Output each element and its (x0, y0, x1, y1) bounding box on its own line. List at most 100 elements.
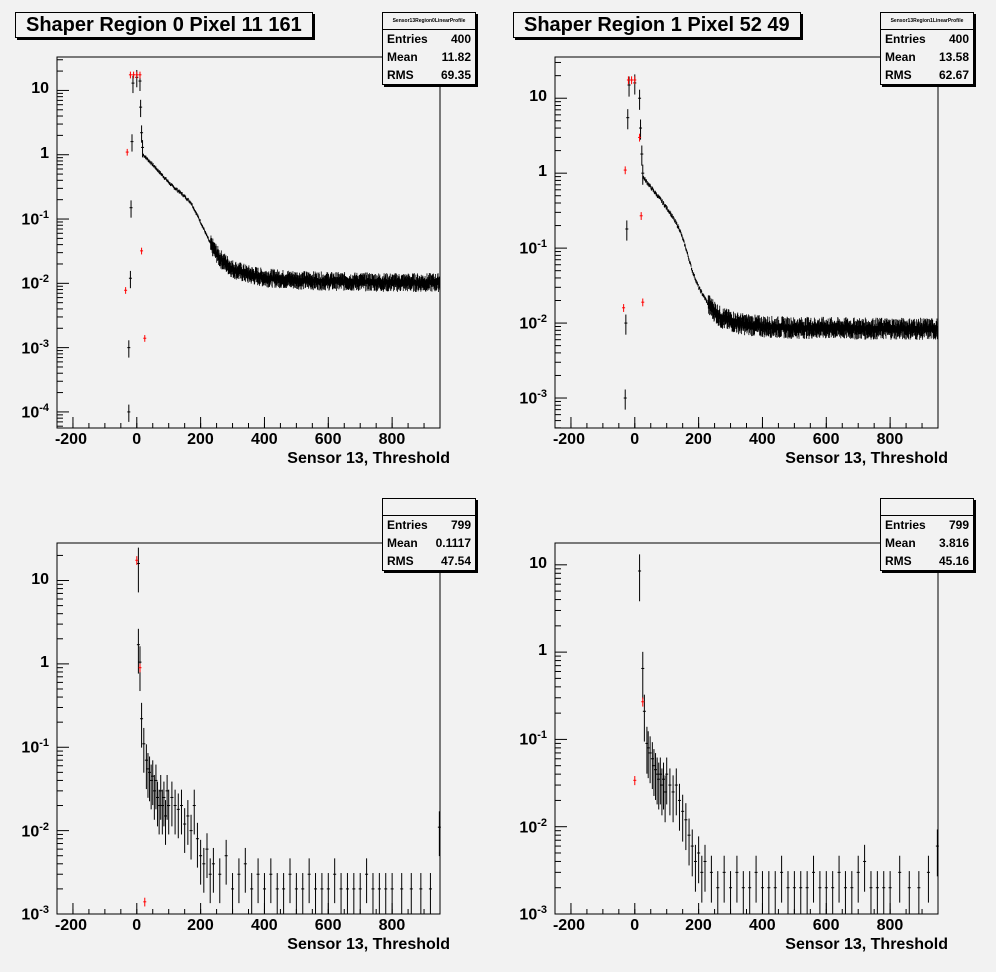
y-tick-base: 10 (21, 906, 40, 924)
stats-box-3: Entries 799 Mean 3.816 RMS 45.16 (880, 498, 974, 571)
x-tick-label: 400 (250, 917, 278, 934)
stats-entries-label: Entries (885, 518, 926, 532)
y-tick-base: 10 (519, 819, 538, 837)
stats-rms-label: RMS (387, 68, 414, 82)
panel-1-xlabel: Sensor 13, Threshold (785, 450, 948, 467)
stats-mean-label: Mean (885, 50, 916, 64)
y-tick-exponent: -1 (537, 729, 547, 742)
y-tick-label: 1 (538, 642, 547, 660)
y-tick-label: 10-1 (519, 729, 547, 749)
y-tick-exponent: -3 (537, 388, 547, 401)
stats-mean: 11.82 (441, 50, 471, 64)
stats-name: Sensor13Region0LinearProfile (383, 13, 475, 30)
y-tick-base: 10 (31, 80, 49, 98)
y-tick-label: 10-2 (519, 313, 547, 333)
stats-entries: 799 (450, 518, 471, 532)
plot-frame (56, 542, 441, 915)
y-tick-exponent: -2 (537, 313, 547, 326)
y-tick-exponent: -4 (39, 401, 49, 414)
y-tick-label: 1 (538, 163, 547, 181)
y-tick-base: 10 (519, 240, 538, 258)
y-tick-exponent: -2 (537, 816, 547, 829)
stats-entries: 400 (948, 32, 969, 46)
panel-0-title: Shaper Region 0 Pixel 11 161 (15, 12, 313, 38)
stats-mean-label: Mean (885, 536, 916, 550)
x-tick-label: 0 (132, 431, 142, 448)
stats-entries: 400 (450, 32, 471, 46)
y-tick-base: 10 (21, 822, 40, 840)
stats-rms: 45.16 (938, 554, 969, 568)
y-tick-base: 10 (519, 390, 538, 408)
y-tick-base: 1 (538, 642, 547, 660)
stats-mean: 3.816 (938, 536, 969, 550)
y-tick-label: 10-3 (519, 388, 547, 408)
y-tick-exponent: -1 (39, 737, 49, 750)
stats-entries: 799 (948, 518, 969, 532)
stats-rms-label: RMS (885, 554, 912, 568)
x-tick-label: 800 (378, 917, 406, 934)
stats-name (383, 499, 475, 516)
x-tick-label: 0 (132, 917, 142, 934)
y-tick-label: 10-1 (519, 238, 547, 258)
x-tick-label: -200 (54, 431, 87, 448)
x-tick-label: 400 (250, 431, 278, 448)
x-tick-label: 200 (685, 431, 712, 448)
y-tick-label: 10 (31, 571, 49, 589)
panel-0-xlabel: Sensor 13, Threshold (287, 450, 450, 467)
stats-entries-label: Entries (387, 518, 428, 532)
x-tick-label: 600 (812, 431, 840, 448)
y-tick-exponent: -1 (537, 238, 547, 251)
stats-entries-label: Entries (387, 32, 428, 46)
stats-rms: 69.35 (440, 68, 471, 82)
x-tick-label: 800 (378, 431, 406, 448)
y-tick-label: 10 (529, 88, 547, 106)
y-tick-exponent: -3 (537, 904, 547, 916)
y-tick-label: 10 (529, 555, 547, 573)
y-tick-base: 10 (31, 570, 49, 588)
x-tick-label: 400 (748, 431, 776, 448)
stats-entries-label: Entries (885, 32, 926, 46)
y-tick-base: 10 (519, 906, 538, 924)
x-tick-label: 800 (876, 917, 904, 934)
panel-1-title: Shaper Region 1 Pixel 52 49 (513, 12, 801, 38)
y-tick-label: 10-3 (519, 904, 547, 924)
x-tick-label: 0 (630, 431, 640, 448)
y-tick-base: 10 (21, 404, 40, 422)
y-tick-label: 10-1 (21, 209, 49, 229)
y-tick-label: 10-2 (519, 817, 547, 837)
plot-frame (554, 56, 939, 429)
stats-box-2: Entries 799 Mean 0.1117 RMS 47.54 (382, 498, 476, 571)
panel-2-xlabel: Sensor 13, Threshold (287, 936, 450, 953)
x-tick-label: 400 (748, 917, 776, 934)
y-tick-base: 10 (519, 731, 538, 749)
y-tick-base: 10 (21, 211, 40, 229)
stats-mean-label: Mean (387, 50, 418, 64)
x-tick-label: 600 (314, 917, 342, 934)
y-tick-exponent: -1 (39, 209, 49, 222)
stats-mean: 0.1117 (435, 536, 471, 550)
y-tick-base: 1 (40, 653, 49, 671)
y-tick-exponent: -2 (39, 820, 49, 833)
y-tick-base: 10 (21, 339, 40, 357)
y-tick-base: 1 (538, 163, 547, 181)
y-tick-exponent: -3 (39, 337, 49, 350)
y-tick-base: 1 (40, 144, 49, 162)
y-tick-exponent: -3 (39, 904, 49, 916)
y-tick-label: 10-4 (21, 402, 49, 422)
y-tick-label: 1 (40, 654, 49, 672)
y-tick-label: 10-2 (21, 273, 49, 293)
y-tick-base: 10 (529, 88, 547, 106)
x-tick-label: 600 (812, 917, 840, 934)
y-tick-exponent: -2 (39, 273, 49, 286)
x-tick-label: 200 (187, 917, 214, 934)
stats-rms-label: RMS (885, 68, 912, 82)
stats-mean-label: Mean (387, 536, 418, 550)
y-tick-label: 10-3 (21, 904, 49, 924)
y-tick-base: 10 (21, 739, 40, 757)
x-tick-label: -200 (552, 431, 585, 448)
y-tick-base: 10 (519, 315, 538, 333)
x-tick-label: 0 (630, 917, 640, 934)
x-tick-label: 800 (876, 431, 904, 448)
stats-box-0: Sensor13Region0LinearProfile Entries 400 … (382, 12, 476, 85)
